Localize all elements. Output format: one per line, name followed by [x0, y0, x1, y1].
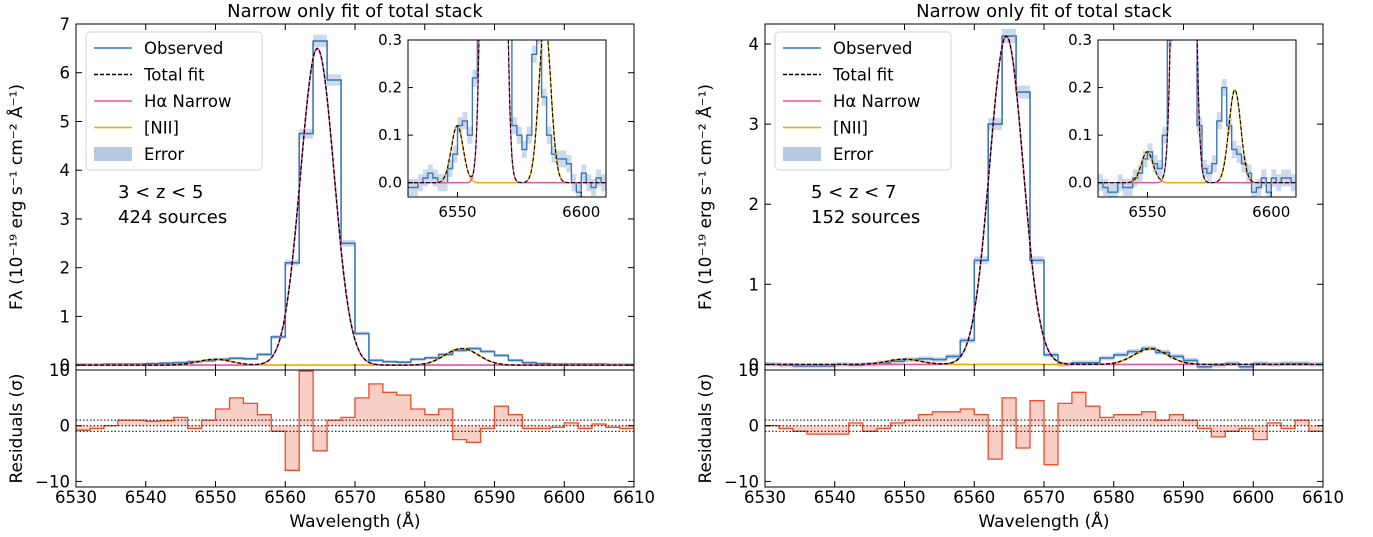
legend-label: Hα Narrow [144, 92, 232, 111]
y-tick-label: 1 [60, 307, 71, 326]
x-tick-label: 6530 [55, 488, 97, 507]
y-tick-label: 2 [749, 195, 760, 214]
x-tick-label: 6540 [125, 488, 167, 507]
redshift-range-label: 3 < z < 5 [118, 182, 203, 203]
x-tick-label: 6560 [953, 488, 995, 507]
x-tick-label: 6610 [613, 488, 655, 507]
legend-label: Total fit [832, 66, 894, 85]
y-axis-label: Fλ (10⁻¹⁹ erg s⁻¹ cm⁻² Å⁻¹) [694, 84, 716, 310]
residual-y-tick-label: 0 [749, 417, 760, 436]
inset-y-tick-label: 0.3 [1068, 31, 1092, 49]
inset-y-tick-label: 0.3 [378, 31, 402, 49]
chart-title: Narrow only fit of total stack [227, 1, 483, 22]
inset-y-tick-label: 0.2 [1068, 79, 1092, 97]
observed-spectrum-line [76, 40, 634, 366]
legend-swatch-error [783, 147, 821, 161]
redshift-range-label: 5 < z < 7 [811, 182, 896, 203]
source-count-label: 424 sources [118, 207, 227, 228]
inset-background [408, 40, 606, 197]
x-tick-label: 6550 [195, 488, 237, 507]
residual-y-axis-label: Residuals (σ) [7, 373, 27, 483]
legend-label: [NII] [144, 119, 179, 138]
x-tick-label: 6600 [543, 488, 585, 507]
legend: Observed Total fit Hα Narrow [NII] Error [774, 31, 952, 171]
inset-x-tick-label: 6600 [1252, 203, 1290, 221]
y-axis-label: Fλ (10⁻¹⁹ erg s⁻¹ cm⁻² Å⁻¹) [5, 84, 27, 310]
y-tick-label: 5 [60, 112, 71, 131]
y-tick-label: 3 [60, 210, 71, 229]
legend-label: Total fit [143, 66, 205, 85]
residual-plot-area [76, 370, 634, 471]
residual-y-tick-label: −10 [35, 472, 70, 491]
source-count-label: 152 sources [811, 207, 920, 228]
x-tick-label: 6610 [1302, 488, 1344, 507]
x-tick-label: 6590 [1163, 488, 1205, 507]
x-tick-label: 6560 [264, 488, 306, 507]
chart-title: Narrow only fit of total stack [916, 1, 1172, 22]
inset-frame [1097, 39, 1297, 198]
residual-fill [76, 371, 634, 471]
legend-label: Observed [144, 39, 223, 58]
total-fit-line [76, 47, 634, 366]
inset-y-tick-label: 0.1 [1068, 126, 1092, 144]
y-tick-label: 4 [749, 35, 760, 54]
x-tick-label: 6600 [1232, 488, 1274, 507]
inset-x-tick-label: 6550 [1128, 203, 1166, 221]
residual-step-line [765, 391, 1323, 466]
x-axis-label: Wavelength (Å) [978, 510, 1109, 532]
main-plot-area [76, 34, 634, 367]
inset-y-tick-label: 0.0 [1068, 174, 1092, 192]
legend-box [85, 31, 263, 171]
y-tick-label: 7 [60, 15, 71, 34]
chart-panel-1: Narrow only fit of total stack 0 1 2 3 4 5 6 7 Fλ… [5, 1, 655, 532]
x-tick-label: 6570 [334, 488, 376, 507]
legend-label: Error [833, 145, 873, 164]
total-fit-line [765, 35, 1323, 366]
legend-label: Error [144, 145, 184, 164]
residual-y-tick-label: 10 [738, 361, 759, 380]
residual-step-line [76, 370, 634, 471]
chart-panel-2: Narrow only fit of total stack 0 1 2 3 4 Fλ (1… [694, 1, 1344, 532]
inset-plot: 0.0 0.1 0.2 0.3 6550 6600 [1068, 31, 1297, 221]
inset-frame [407, 39, 607, 198]
y-tick-label: 2 [60, 259, 71, 278]
residual-plot-area [765, 391, 1323, 466]
y-tick-label: 0 [749, 355, 760, 374]
y-tick-label: 1 [749, 275, 760, 294]
inset-y-tick-label: 0.0 [378, 174, 402, 192]
x-tick-label: 6580 [1093, 488, 1135, 507]
y-tick-label: 0 [60, 356, 71, 375]
x-tick-label: 6580 [404, 488, 446, 507]
x-tick-label: 6530 [744, 488, 786, 507]
inset-x-tick-label: 6600 [562, 203, 600, 221]
inset-total-fit-line [408, 40, 606, 184]
inset-y-tick-label: 0.2 [378, 79, 402, 97]
legend: Observed Total fit Hα Narrow [NII] Error [85, 31, 263, 171]
legend-label: Observed [833, 39, 912, 58]
inset-plot-area [1098, 40, 1296, 197]
inset-plot: 0.0 0.1 0.2 0.3 6550 6600 [378, 31, 607, 221]
y-tick-label: 4 [60, 161, 71, 180]
inset-y-tick-label: 0.1 [378, 126, 402, 144]
legend-box [774, 31, 952, 171]
residual-y-tick-label: 10 [49, 361, 70, 380]
inset-total-fit-line [1098, 40, 1296, 184]
legend-swatch-error [94, 147, 132, 161]
y-tick-label: 6 [60, 64, 71, 83]
legend-label: Hα Narrow [833, 92, 921, 111]
residual-y-tick-label: 0 [60, 417, 71, 436]
x-tick-label: 6550 [884, 488, 926, 507]
x-tick-label: 6540 [814, 488, 856, 507]
residual-y-axis-label: Residuals (σ) [696, 373, 716, 483]
x-tick-label: 6570 [1023, 488, 1065, 507]
x-axis-label: Wavelength (Å) [289, 510, 420, 532]
y-tick-label: 3 [749, 115, 760, 134]
inset-x-tick-label: 6550 [438, 203, 476, 221]
x-tick-label: 6590 [474, 488, 516, 507]
inset-plot-area [408, 40, 606, 197]
residual-y-tick-label: −10 [724, 472, 759, 491]
legend-label: [NII] [833, 119, 868, 138]
